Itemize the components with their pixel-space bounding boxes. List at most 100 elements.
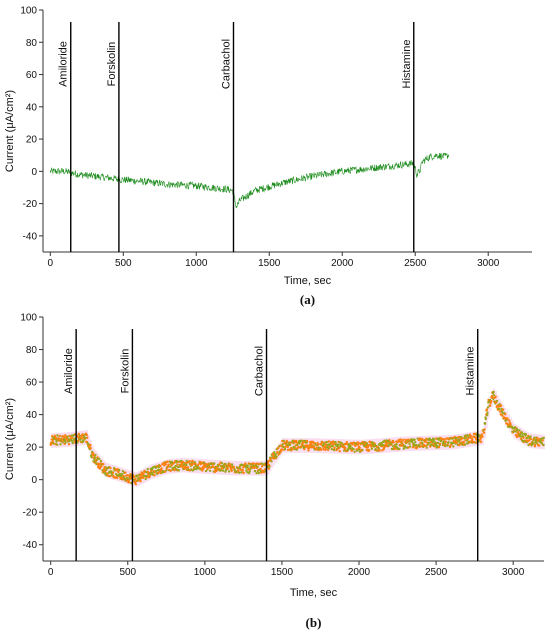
data-point xyxy=(58,434,62,438)
band-segment xyxy=(263,460,266,476)
data-point xyxy=(139,480,142,483)
data-point xyxy=(307,449,310,452)
data-point xyxy=(424,444,427,447)
data-point xyxy=(338,450,341,453)
data-point xyxy=(536,436,539,440)
event-label-histamine: Histamine xyxy=(465,347,477,396)
data-point xyxy=(224,463,227,466)
data-point xyxy=(190,463,193,467)
event-label-amiloride: Amiloride xyxy=(63,348,75,394)
band-segment xyxy=(200,459,203,474)
data-point xyxy=(414,441,417,444)
band-segment xyxy=(355,439,359,455)
data-point xyxy=(221,469,225,472)
data-point xyxy=(230,469,233,472)
data-point xyxy=(366,445,370,448)
data-point xyxy=(357,441,360,444)
data-point xyxy=(177,469,181,472)
data-point xyxy=(230,463,234,466)
band-segment xyxy=(396,437,399,452)
data-point xyxy=(146,467,149,471)
data-point xyxy=(228,463,231,466)
band-segment xyxy=(172,458,176,474)
data-point xyxy=(166,460,169,463)
data-point xyxy=(285,440,289,444)
data-point xyxy=(274,452,277,456)
data-point xyxy=(408,442,411,445)
data-point xyxy=(426,443,429,446)
data-point xyxy=(259,467,262,471)
data-point xyxy=(324,443,328,446)
data-point xyxy=(70,436,74,440)
panel-label: (b) xyxy=(306,615,322,630)
band-segment xyxy=(502,404,505,420)
data-point xyxy=(100,465,103,468)
data-point xyxy=(392,445,395,448)
data-point xyxy=(418,443,421,446)
band-segment xyxy=(520,428,523,443)
data-point xyxy=(51,440,54,443)
data-point xyxy=(121,470,125,473)
x-axis-label: Time, sec xyxy=(290,587,338,599)
data-point xyxy=(188,460,191,463)
data-point xyxy=(404,438,407,442)
band-segment xyxy=(268,456,272,472)
data-point xyxy=(483,428,486,431)
band-segment xyxy=(359,439,362,455)
y-tick-label: -40 xyxy=(23,231,38,242)
data-point xyxy=(81,433,84,436)
data-point xyxy=(377,447,380,450)
data-point xyxy=(316,443,320,447)
data-point xyxy=(306,444,309,447)
data-point xyxy=(462,441,465,444)
data-point xyxy=(338,446,341,449)
data-point xyxy=(352,447,355,451)
data-point xyxy=(516,431,520,434)
x-tick-label: 2500 xyxy=(425,567,448,578)
data-point xyxy=(86,436,89,439)
data-point xyxy=(94,453,97,457)
data-point xyxy=(124,471,127,474)
data-point xyxy=(176,463,179,466)
data-point xyxy=(248,470,251,473)
data-point xyxy=(365,442,369,445)
y-tick-label: 60 xyxy=(26,378,38,389)
band-segment xyxy=(318,438,322,454)
data-point xyxy=(420,437,424,441)
data-point xyxy=(344,447,347,450)
data-point xyxy=(56,434,59,437)
band-segment xyxy=(50,433,54,448)
band-segment xyxy=(424,435,427,451)
data-point xyxy=(332,443,335,446)
data-point xyxy=(256,465,259,469)
data-point xyxy=(402,438,405,441)
data-point xyxy=(457,439,461,443)
data-point xyxy=(443,438,446,441)
y-tick-label: 80 xyxy=(26,38,38,49)
data-point xyxy=(283,448,287,451)
band-segment xyxy=(76,431,79,446)
data-point xyxy=(521,432,524,435)
y-tick-label: 80 xyxy=(26,345,38,356)
y-tick-label: 40 xyxy=(26,102,38,113)
event-label-carbachol: Carbachol xyxy=(220,39,232,89)
data-point xyxy=(117,470,120,474)
data-point xyxy=(522,436,525,439)
data-point xyxy=(395,443,398,446)
x-tick-label: 1500 xyxy=(271,567,294,578)
data-point xyxy=(411,446,415,449)
data-point xyxy=(378,449,381,452)
data-point xyxy=(56,443,59,446)
x-tick-label: 1000 xyxy=(185,258,208,269)
y-tick-label: 0 xyxy=(31,475,37,486)
data-point xyxy=(184,466,188,469)
data-point xyxy=(241,468,244,472)
data-point xyxy=(461,437,464,440)
data-point xyxy=(85,433,88,437)
band-segment xyxy=(350,439,353,455)
data-point xyxy=(489,401,492,405)
data-point xyxy=(413,438,416,441)
data-point xyxy=(134,482,137,486)
data-point xyxy=(185,463,188,467)
data-point xyxy=(524,433,527,436)
